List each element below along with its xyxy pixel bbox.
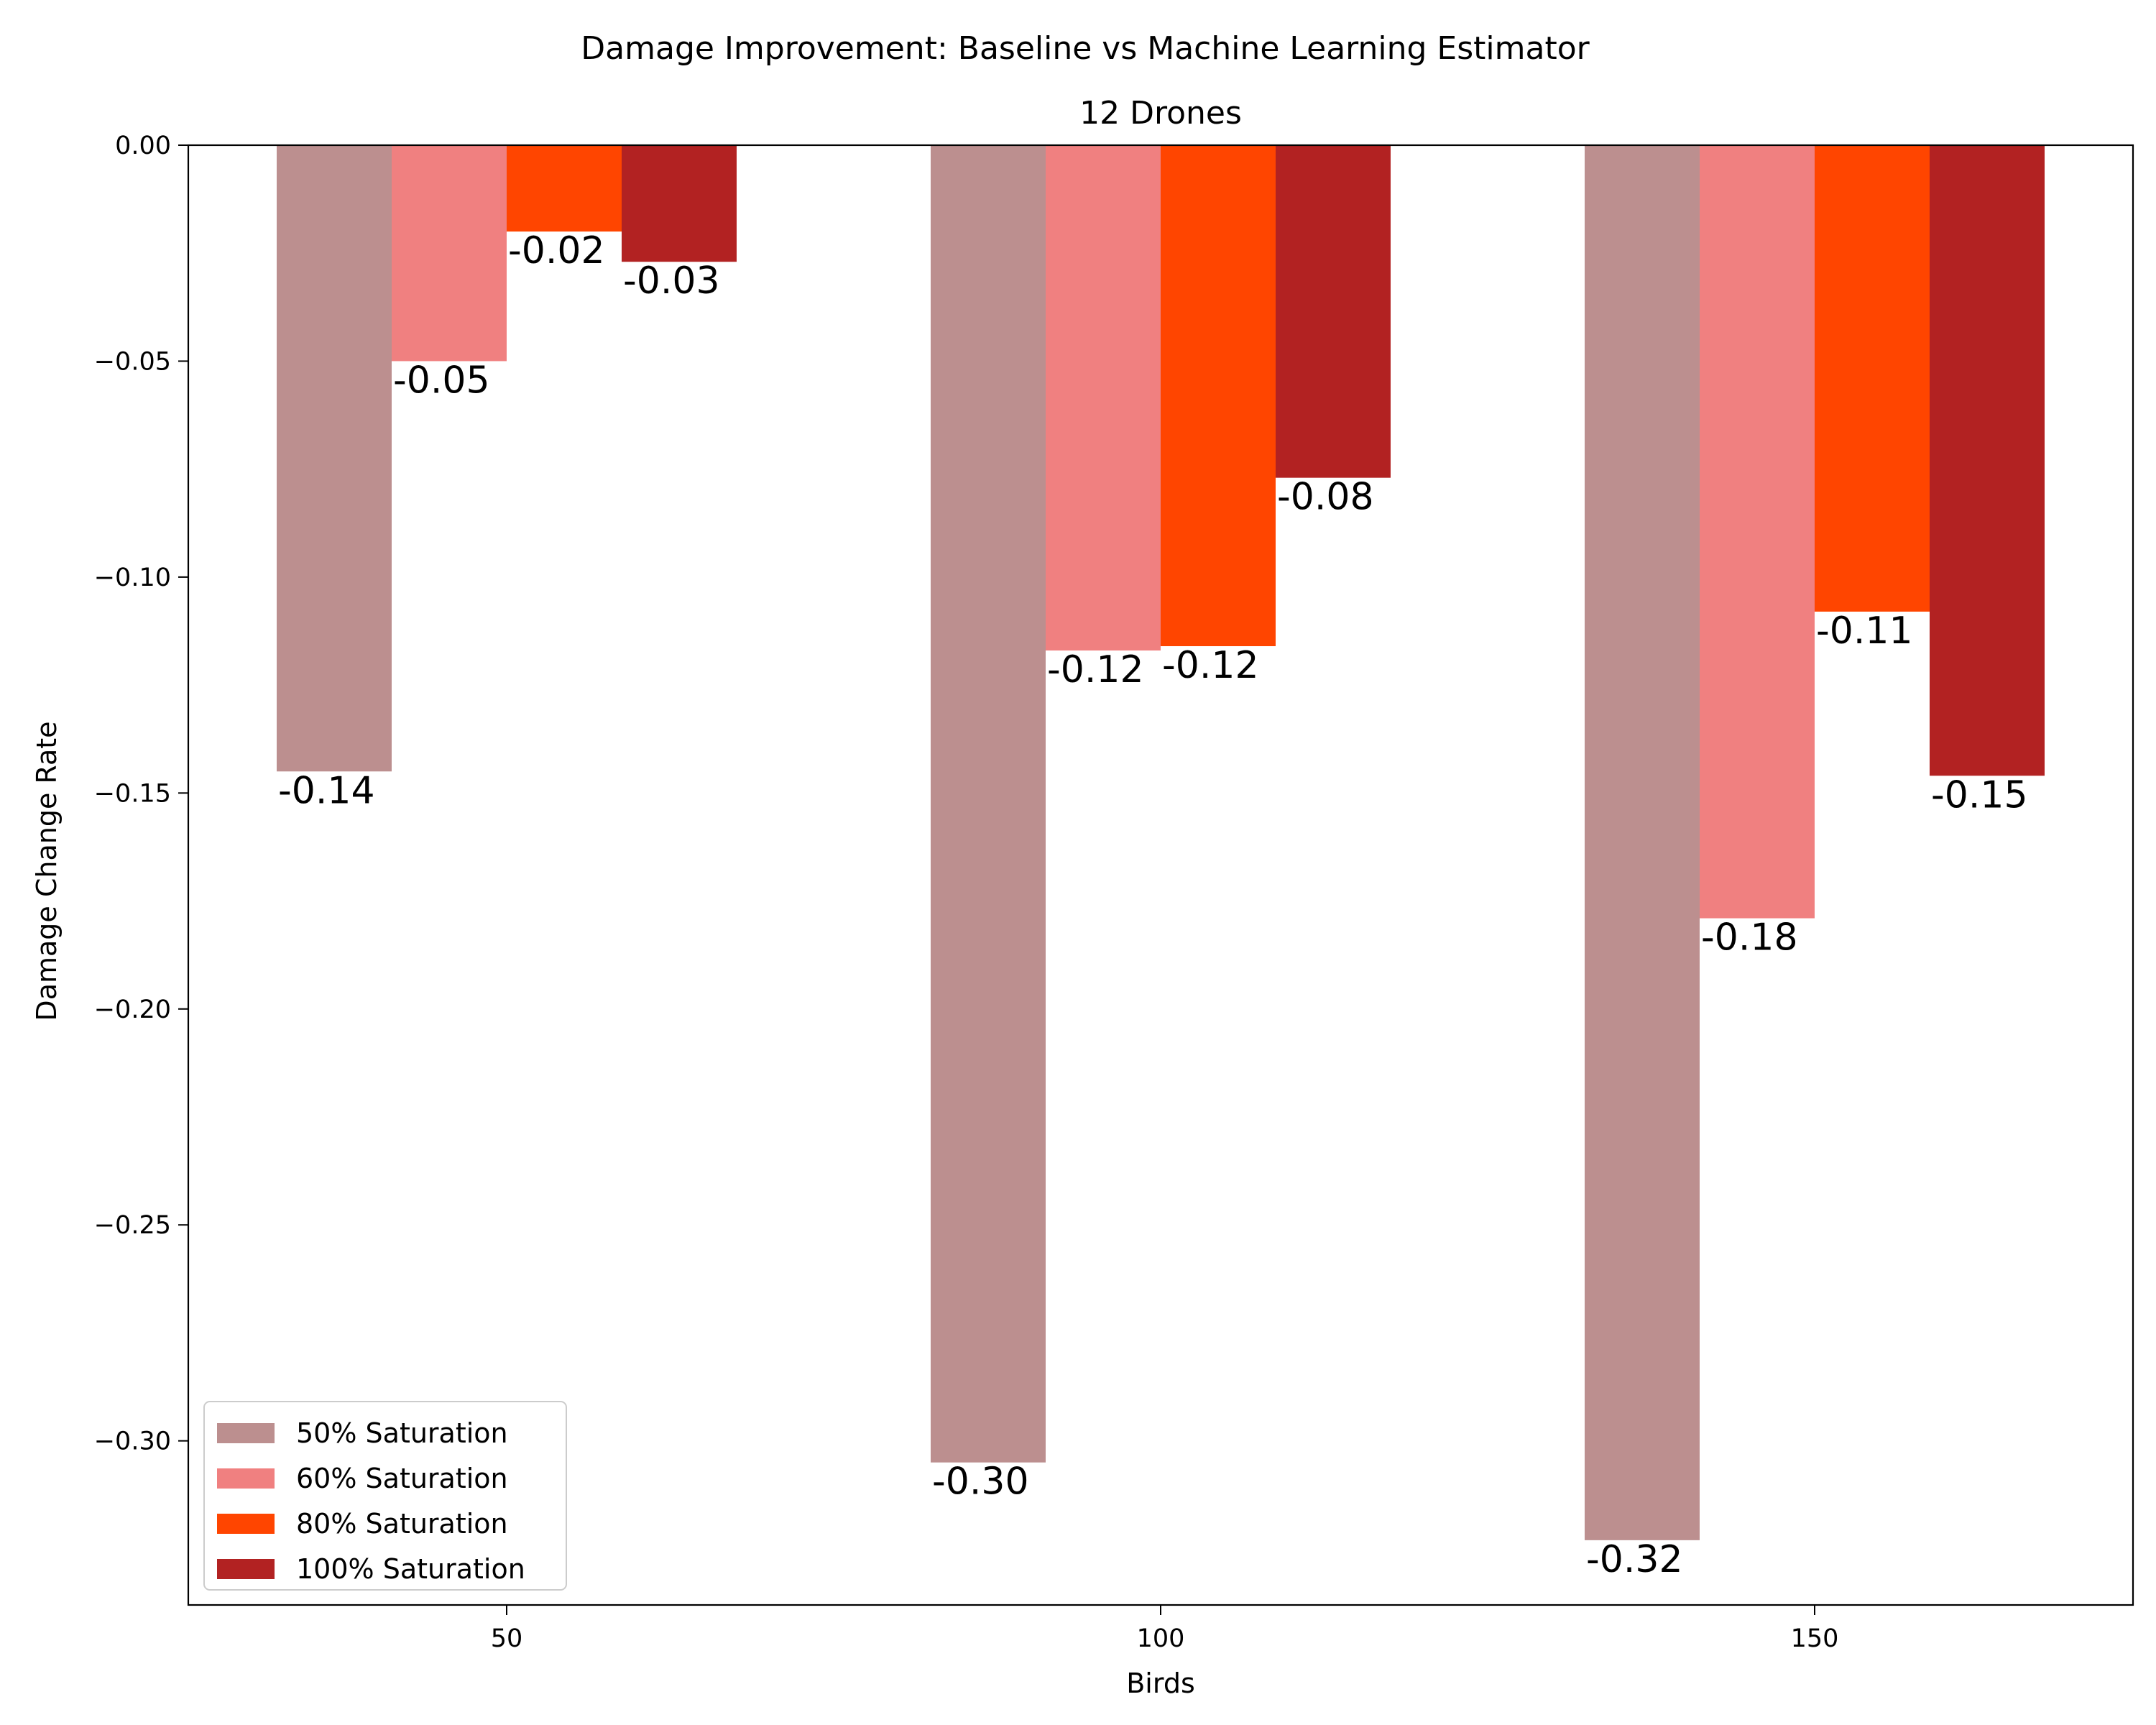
value-label: -0.12 [1047, 648, 1144, 691]
bar-60-saturation-150 [1700, 145, 1815, 919]
bar-100-saturation-150 [1930, 145, 2045, 776]
y-tick-label: −0.25 [94, 1211, 171, 1240]
bar-80-saturation-100 [1161, 145, 1276, 647]
legend: 50% Saturation 60% Saturation 80% Saturati… [203, 1401, 567, 1591]
chart-suptitle: Damage Improvement: Baseline vs Machine … [581, 30, 1590, 67]
value-label: -0.08 [1277, 476, 1374, 519]
value-label: -0.05 [393, 359, 490, 402]
value-label: -0.03 [623, 259, 720, 303]
value-label: -0.11 [1816, 610, 1913, 653]
bar-100-saturation-100 [1276, 145, 1391, 478]
value-label: -0.14 [278, 769, 375, 812]
bar-50-saturation-50 [277, 145, 392, 772]
y-tick-label: 0.00 [115, 132, 171, 160]
x-tick-label: 150 [1791, 1624, 1839, 1653]
bar-60-saturation-100 [1046, 145, 1161, 651]
y-tick-label: −0.20 [94, 995, 171, 1024]
legend-swatch [217, 1514, 275, 1534]
value-label: -0.15 [1931, 773, 2028, 816]
y-tick-label: −0.10 [94, 564, 171, 592]
legend-label: 100% Saturation [296, 1553, 525, 1585]
bar-100-saturation-50 [622, 145, 737, 262]
legend-label: 60% Saturation [296, 1463, 508, 1494]
value-label: -0.18 [1701, 916, 1798, 960]
x-tick-label: 50 [491, 1624, 523, 1653]
bar-80-saturation-150 [1815, 145, 1930, 612]
y-tick-label: −0.15 [94, 779, 171, 808]
value-label: -0.32 [1586, 1538, 1683, 1581]
bar-60-saturation-50 [392, 145, 507, 362]
value-label: -0.02 [508, 229, 605, 272]
chart-title: 12 Drones [1079, 95, 1242, 132]
value-label: -0.30 [932, 1460, 1029, 1504]
x-axis-label: Birds [1126, 1668, 1195, 1699]
legend-box [203, 1401, 567, 1591]
y-tick-label: −0.05 [94, 347, 171, 376]
y-axis-label: Damage Change Rate [31, 721, 63, 1021]
y-tick-label: −0.30 [94, 1427, 171, 1456]
bar-50-saturation-150 [1585, 145, 1700, 1540]
legend-label: 80% Saturation [296, 1508, 508, 1540]
legend-swatch [217, 1468, 275, 1489]
bar-50-saturation-100 [931, 145, 1046, 1463]
value-label: -0.12 [1162, 644, 1259, 687]
bar-80-saturation-50 [507, 145, 622, 232]
legend-swatch [217, 1559, 275, 1579]
plot-area: -0.14 -0.30 -0.32 -0.05 -0.12 -0.18 -0.02 -0.12… [94, 132, 2134, 1653]
legend-label: 50% Saturation [296, 1417, 508, 1449]
x-tick-label: 100 [1137, 1624, 1185, 1653]
legend-swatch [217, 1423, 275, 1443]
